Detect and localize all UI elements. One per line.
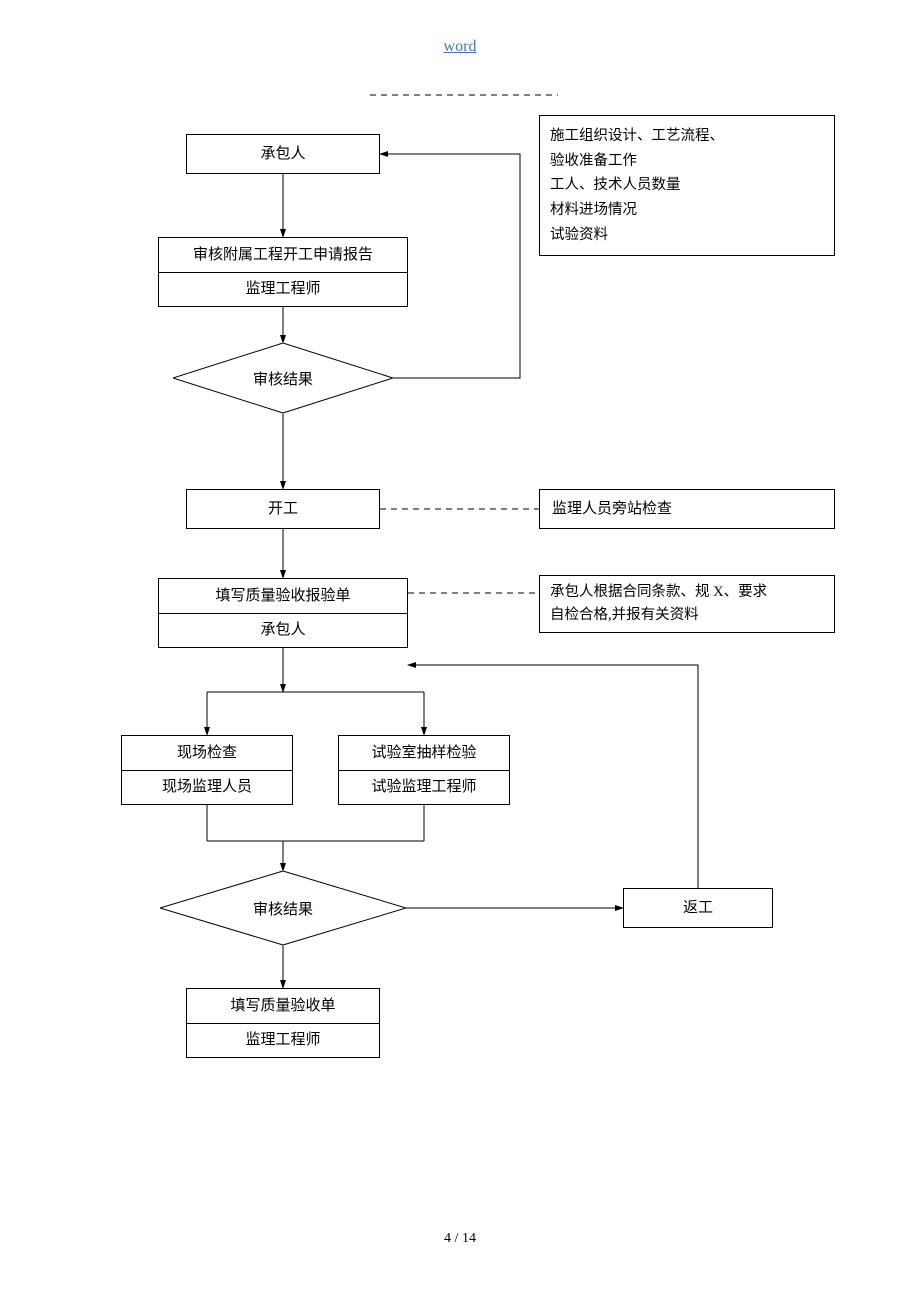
node-contractor-label: 承包人	[260, 144, 305, 165]
decision-review-result-1: 审核结果	[173, 343, 393, 413]
note-preparation: 施工组织设计、工艺流程、 验收准备工作 工人、技术人员数量 材料进场情况 试验资…	[539, 115, 835, 256]
node-site-inspection-top: 现场检查	[122, 737, 292, 771]
node-review-application-top: 审核附属工程开工申请报告	[159, 239, 407, 273]
decision-review-result-2: 审核结果	[160, 871, 406, 945]
note-self-check: 承包人根据合同条款、规 X、要求 自检合格,并报有关资料	[539, 575, 835, 633]
node-lab-sampling-top: 试验室抽样检验	[339, 737, 509, 771]
node-fill-inspection-report-bottom: 承包人	[159, 614, 407, 647]
node-fill-acceptance-bottom: 监理工程师	[187, 1024, 379, 1057]
note-line: 材料进场情况	[550, 198, 824, 223]
note-line: 试验资料	[550, 223, 824, 248]
node-rework: 返工	[623, 888, 773, 928]
node-review-application-bottom: 监理工程师	[159, 273, 407, 306]
note-line: 施工组织设计、工艺流程、	[550, 124, 824, 149]
node-fill-acceptance-top: 填写质量验收单	[187, 990, 379, 1024]
node-fill-inspection-report: 填写质量验收报验单 承包人	[158, 578, 408, 648]
node-contractor: 承包人	[186, 134, 380, 174]
decision-review-result-2-label: 审核结果	[160, 871, 406, 945]
node-start-work: 开工	[186, 489, 380, 529]
node-review-application: 审核附属工程开工申请报告 监理工程师	[158, 237, 408, 307]
note-line: 验收准备工作	[550, 149, 824, 174]
note-line: 承包人根据合同条款、规 X、要求	[550, 581, 824, 604]
node-site-inspection: 现场检查 现场监理人员	[121, 735, 293, 805]
note-line: 自检合格,并报有关资料	[550, 604, 824, 627]
node-fill-acceptance: 填写质量验收单 监理工程师	[186, 988, 380, 1058]
node-rework-label: 返工	[683, 898, 713, 919]
node-lab-sampling-bottom: 试验监理工程师	[339, 771, 509, 804]
node-fill-inspection-report-top: 填写质量验收报验单	[159, 580, 407, 614]
node-site-inspection-bottom: 现场监理人员	[122, 771, 292, 804]
note-supervision-check: 监理人员旁站检查	[539, 489, 835, 529]
flowchart-canvas: 承包人 审核附属工程开工申请报告 监理工程师 审核结果 开工 填写质量验收报验单…	[0, 0, 920, 1302]
note-line: 工人、技术人员数量	[550, 173, 824, 198]
note-line: 监理人员旁站检查	[552, 499, 672, 520]
decision-review-result-1-label: 审核结果	[173, 343, 393, 413]
node-start-work-label: 开工	[268, 499, 298, 520]
node-lab-sampling: 试验室抽样检验 试验监理工程师	[338, 735, 510, 805]
